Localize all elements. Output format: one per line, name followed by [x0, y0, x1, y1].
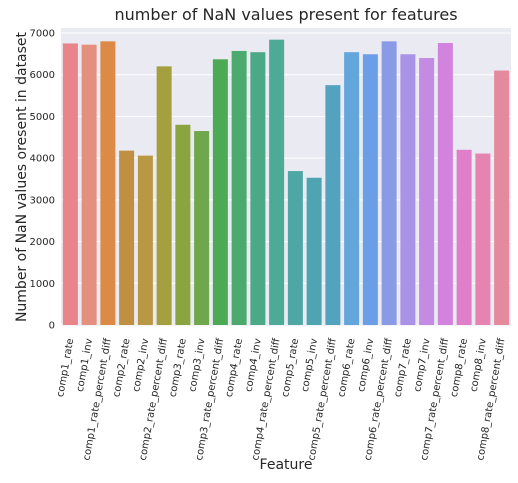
y-tick-label: 7000	[30, 29, 55, 40]
bar-comp5_inv	[306, 177, 322, 325]
x-tick-label: comp2_rate	[111, 338, 132, 398]
x-tick-label: comp7_inv	[412, 338, 432, 393]
x-tick-label: comp6_inv	[356, 338, 376, 393]
bar-comp1_rate	[62, 43, 78, 326]
bar-comp7_rate_percent_diff	[437, 43, 453, 326]
x-tick-label: comp5_rate	[280, 338, 301, 398]
x-tick-label: comp1_rate	[55, 338, 76, 398]
x-tick-label: comp7_rate	[393, 338, 414, 398]
bar-comp5_rate	[287, 171, 303, 325]
bar-comp5_rate_percent_diff	[325, 85, 341, 326]
y-tick-label: 6000	[30, 70, 55, 81]
x-axis-label: Feature	[260, 457, 313, 473]
bar-comp4_inv	[250, 52, 266, 326]
x-tick-label: comp5_inv	[300, 338, 320, 393]
bar-comp7_rate	[400, 54, 416, 325]
x-tick-label: comp6_rate	[336, 338, 357, 398]
x-tick-label: comp2_inv	[131, 338, 151, 393]
grid-lines	[61, 32, 511, 326]
bar-comp1_rate_percent_diff	[100, 41, 116, 325]
y-axis-label: Number of NaN values oresent in dataset	[14, 31, 30, 322]
bar-comp4_rate_percent_diff	[269, 39, 285, 325]
y-tick-labels: 0 1000 2000 3000 4000 5000 6000 7000	[30, 29, 55, 332]
bar-comp3_inv	[194, 131, 210, 325]
plot-background	[61, 28, 511, 326]
x-tick-label: comp1_inv	[75, 338, 95, 393]
bars	[62, 39, 510, 326]
bar-comp2_inv	[137, 155, 153, 325]
x-tick-label: comp3_rate	[168, 338, 189, 398]
y-tick-label: 0	[49, 321, 55, 332]
x-tick-label: comp4_inv	[244, 338, 264, 393]
x-tick-label: comp4_rate	[224, 338, 245, 398]
bar-comp2_rate_percent_diff	[156, 66, 172, 325]
x-tick-label: comp3_inv	[187, 338, 207, 393]
bar-comp2_rate	[119, 150, 135, 325]
bar-comp3_rate_percent_diff	[212, 59, 228, 325]
x-tick-label: comp8_inv	[469, 338, 489, 393]
y-tick-label: 4000	[30, 154, 55, 165]
y-tick-label: 5000	[30, 112, 55, 123]
y-tick-label: 3000	[30, 195, 55, 206]
x-tick-label: comp8_rate	[449, 338, 470, 398]
bar-comp3_rate	[175, 124, 191, 326]
y-tick-label: 1000	[30, 279, 55, 290]
x-tick-labels: comp1_ratecomp1_invcomp1_rate_percent_di…	[55, 337, 508, 462]
bar-comp7_inv	[419, 58, 435, 326]
bar-comp6_rate	[344, 52, 360, 326]
y-tick-label: 2000	[30, 237, 55, 248]
bar-comp1_inv	[81, 44, 97, 326]
bar-comp6_inv	[362, 54, 378, 325]
bar-comp8_rate	[456, 149, 472, 325]
bar-comp6_rate_percent_diff	[381, 41, 397, 325]
bar-comp8_rate_percent_diff	[494, 70, 510, 326]
bar-comp4_rate	[231, 50, 247, 326]
bar-comp8_inv	[475, 153, 491, 325]
chart-title: number of NaN values present for feature…	[114, 5, 457, 24]
